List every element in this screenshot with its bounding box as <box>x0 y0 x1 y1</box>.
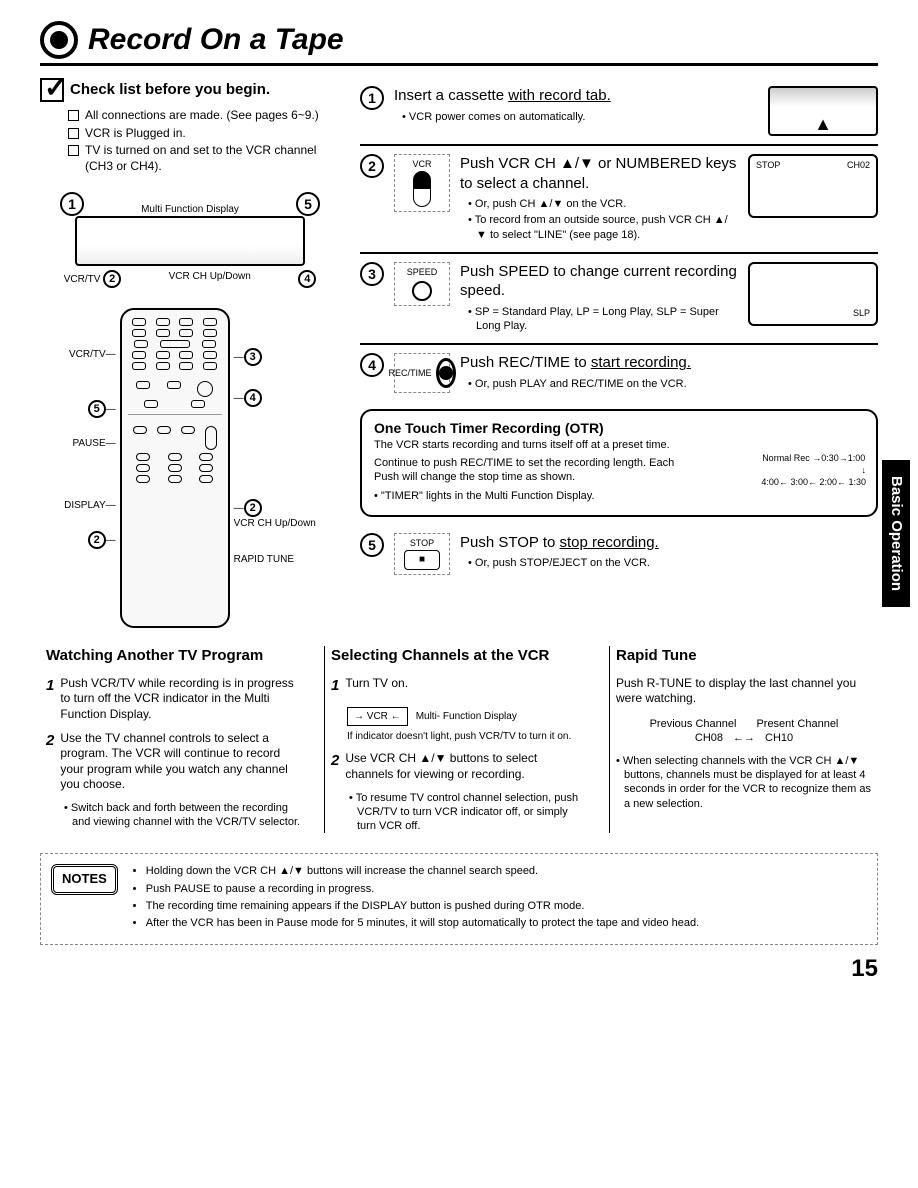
diagram-label: VCR/TV <box>64 274 101 285</box>
vcr-unit-illustration <box>75 216 305 266</box>
notes-list: Holding down the VCR CH ▲/▼ buttons will… <box>132 864 699 933</box>
col-rapid-tune: Rapid Tune Push R-TUNE to display the la… <box>609 646 878 833</box>
remote-illustration <box>120 308 230 628</box>
rec-button-icon: REC/TIME <box>394 353 450 393</box>
otr-box: One Touch Timer Recording (OTR) The VCR … <box>360 409 878 516</box>
otr-time-diagram: Normal Rec →0:30→1:00 ↓ 4:00← 3:00← 2:00… <box>761 453 866 488</box>
step-title: Push VCR CH ▲/▼ or NUMBERED keys to sele… <box>460 154 738 193</box>
checkbox-icon <box>68 145 79 156</box>
stop-button-icon: STOP <box>394 533 450 575</box>
sub-bullet: • Switch back and forth between the reco… <box>64 801 302 830</box>
step-1: 1 Insert a cassette with record tab. • V… <box>360 78 878 146</box>
checkbox-icon <box>68 110 79 121</box>
numbered-item: 1Turn TV on. <box>331 676 587 696</box>
step-bullet: • VCR power comes on automatically. <box>402 110 758 124</box>
remote-label: VCR/TV <box>69 349 106 360</box>
notes-box: NOTES Holding down the VCR CH ▲/▼ button… <box>40 853 878 944</box>
note-item: Holding down the VCR CH ▲/▼ buttons will… <box>146 864 699 878</box>
step-bullet: • Or, push STOP/EJECT on the VCR. <box>468 556 878 570</box>
checklist-text: VCR is Plugged in. <box>85 126 186 142</box>
note-item: After the VCR has been in Pause mode for… <box>146 916 699 930</box>
step-3: 3 SPEED Push SPEED to change current rec… <box>360 254 878 346</box>
note-item: Push PAUSE to pause a recording in progr… <box>146 882 699 896</box>
numbered-item: 1Push VCR/TV while recording is in progr… <box>46 676 302 723</box>
remote-label: RAPID TUNE <box>234 554 294 565</box>
numbered-item: 2Use the TV channel controls to select a… <box>46 731 302 793</box>
checklist-header: Check list before you begin. <box>40 78 340 102</box>
section-tab: Basic Operation <box>882 460 910 607</box>
indicator-note: If indicator doesn't light, push VCR/TV … <box>347 730 587 743</box>
vcr-ch-icon: VCR <box>394 154 450 212</box>
checklist-text: All connections are made. (See pages 6~9… <box>85 108 319 124</box>
vcr-indicator-icon: → VCR ← <box>347 707 408 726</box>
callout-4: 4 <box>244 389 262 407</box>
callout-2: 2 <box>88 531 106 549</box>
step-bullet: • SP = Standard Play, LP = Long Play, SL… <box>468 305 738 334</box>
step-number: 4 <box>360 353 384 377</box>
remote-label: VCR CH Up/Down <box>234 518 316 529</box>
callout-1: 1 <box>60 192 84 216</box>
display-preview: STOPCH02 <box>748 154 878 218</box>
step-number: 2 <box>360 154 384 178</box>
diagram-label: Multi Function Display <box>141 203 239 216</box>
col-heading: Rapid Tune <box>616 646 872 666</box>
indicator-label: Multi- Function Display <box>416 710 517 723</box>
step-5: 5 STOP Push STOP to stop recording. • Or… <box>360 525 878 583</box>
checklist-text: TV is turned on and set to the VCR chann… <box>85 143 340 174</box>
checklist-item: VCR is Plugged in. <box>68 126 340 142</box>
note-item: The recording time remaining appears if … <box>146 899 699 913</box>
step-bullet: • Or, push PLAY and REC/TIME on the VCR. <box>468 377 878 391</box>
step-number: 3 <box>360 262 384 286</box>
callout-5: 5 <box>88 400 106 418</box>
rapid-tune-text: Push R-TUNE to display the last channel … <box>616 676 872 707</box>
otr-text: • "TIMER" lights in the Multi Function D… <box>374 489 864 503</box>
otr-text: Continue to push REC/TIME to set the rec… <box>374 456 678 485</box>
diagram-label: VCR CH Up/Down <box>169 271 251 282</box>
checklist-title: Check list before you begin. <box>70 80 270 100</box>
checklist-item: All connections are made. (See pages 6~9… <box>68 108 340 124</box>
step-4: 4 REC/TIME Push REC/TIME to start record… <box>360 345 878 401</box>
display-preview: SLP <box>748 262 878 326</box>
rapid-tune-note: • When selecting channels with the VCR C… <box>616 754 872 811</box>
step-title: Push REC/TIME to start recording. <box>460 353 878 373</box>
speed-button-icon: SPEED <box>394 262 450 306</box>
otr-text: The VCR starts recording and turns itsel… <box>374 438 864 452</box>
checkbox-icon <box>68 128 79 139</box>
callout-3: 3 <box>244 348 262 366</box>
vcr-diagram: 1 Multi Function Display 5 VCR/TV 2 VCR … <box>40 192 340 288</box>
channel-diagram: Previous ChannelPresent Channel CH08←→CH… <box>616 717 872 746</box>
checkmark-icon <box>40 78 64 102</box>
step-bullet: • To record from an outside source, push… <box>468 213 738 242</box>
callout-2: 2 <box>103 270 121 288</box>
cassette-illustration <box>768 86 878 136</box>
step-title: Push SPEED to change current recording s… <box>460 262 738 301</box>
page-title: Record On a Tape <box>88 20 344 59</box>
numbered-item: 2Use VCR CH ▲/▼ buttons to select channe… <box>331 751 587 782</box>
remote-diagram: VCR/TV— 5— PAUSE— DISPLAY— 2— <box>40 308 340 628</box>
step-title: Push STOP to stop recording. <box>460 533 878 553</box>
notes-label: NOTES <box>51 864 118 895</box>
remote-label: DISPLAY <box>64 500 106 511</box>
step-number: 1 <box>360 86 384 110</box>
col-watching-tv: Watching Another TV Program 1Push VCR/TV… <box>40 646 308 833</box>
otr-title: One Touch Timer Recording (OTR) <box>374 419 864 437</box>
bottom-columns: Watching Another TV Program 1Push VCR/TV… <box>40 646 878 833</box>
page-header: Record On a Tape <box>40 20 878 66</box>
col-selecting-channels: Selecting Channels at the VCR 1Turn TV o… <box>324 646 593 833</box>
step-bullet: • Or, push CH ▲/▼ on the VCR. <box>468 197 738 211</box>
col-heading: Watching Another TV Program <box>46 646 302 666</box>
remote-label: PAUSE <box>72 438 105 449</box>
bullseye-icon <box>40 21 78 59</box>
callout-5: 5 <box>296 192 320 216</box>
step-number: 5 <box>360 533 384 557</box>
step-title: Insert a cassette with record tab. <box>394 86 758 106</box>
checklist-item: TV is turned on and set to the VCR chann… <box>68 143 340 174</box>
page-number: 15 <box>40 953 878 984</box>
col-heading: Selecting Channels at the VCR <box>331 646 587 666</box>
callout-4: 4 <box>298 270 316 288</box>
step-2: 2 VCR Push VCR CH ▲/▼ or NUMBERED keys t… <box>360 146 878 254</box>
callout-2: 2 <box>244 499 262 517</box>
sub-bullet: • To resume TV control channel selection… <box>349 791 587 834</box>
